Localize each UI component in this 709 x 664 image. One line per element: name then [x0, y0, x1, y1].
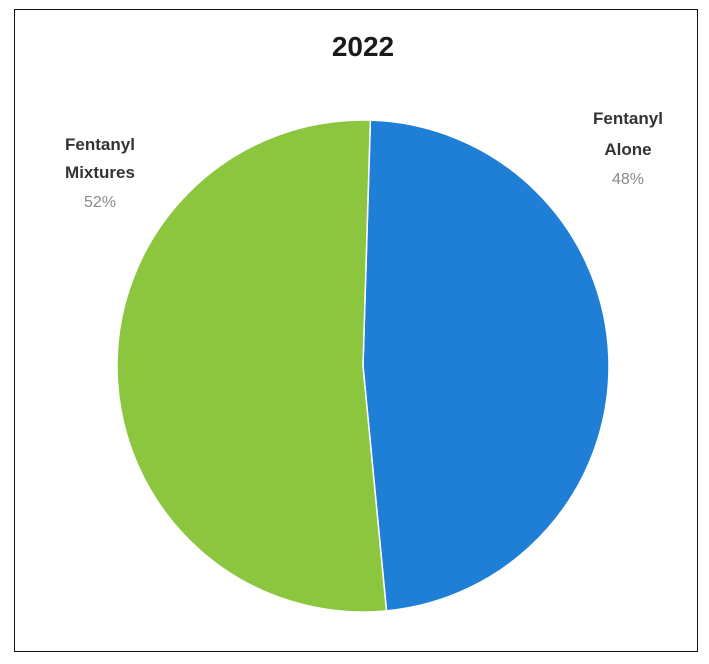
pie-slice-0 [362, 119, 610, 612]
slice-label-line-1: Fentanyl [65, 135, 135, 154]
slice-label-line-2: Mixtures [65, 163, 135, 182]
slice-label-line-1: Fentanyl [593, 109, 663, 128]
slice-label-line-2: Alone [604, 140, 651, 159]
slice-value-label: 52% [84, 194, 116, 211]
chart-title: 2022 [332, 31, 394, 62]
pie-slice-1 [116, 119, 388, 613]
slice-value-label: 48% [612, 171, 644, 188]
pie-slices [116, 119, 610, 613]
